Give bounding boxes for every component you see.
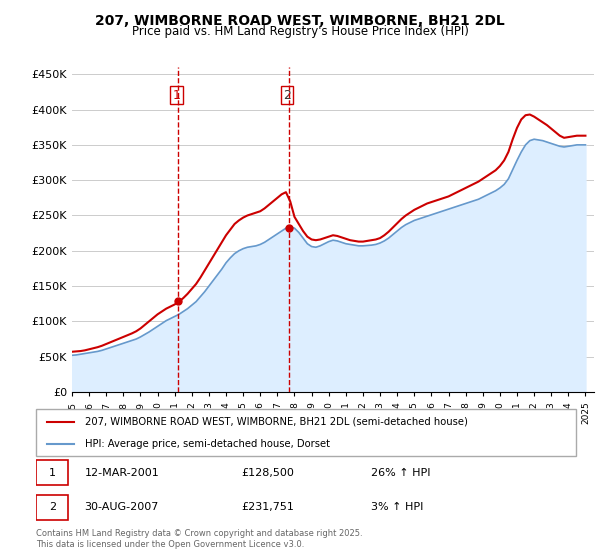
Text: £231,751: £231,751 [241, 502, 294, 512]
Text: 30-AUG-2007: 30-AUG-2007 [85, 502, 159, 512]
FancyBboxPatch shape [36, 494, 68, 520]
Text: 1: 1 [49, 468, 56, 478]
Text: Contains HM Land Registry data © Crown copyright and database right 2025.
This d: Contains HM Land Registry data © Crown c… [36, 529, 362, 549]
FancyBboxPatch shape [36, 409, 576, 456]
Text: HPI: Average price, semi-detached house, Dorset: HPI: Average price, semi-detached house,… [85, 438, 329, 449]
Text: 3% ↑ HPI: 3% ↑ HPI [371, 502, 423, 512]
FancyBboxPatch shape [36, 460, 68, 486]
Text: 26% ↑ HPI: 26% ↑ HPI [371, 468, 430, 478]
Text: 12-MAR-2001: 12-MAR-2001 [85, 468, 160, 478]
Text: 1: 1 [172, 89, 180, 102]
Text: Price paid vs. HM Land Registry's House Price Index (HPI): Price paid vs. HM Land Registry's House … [131, 25, 469, 38]
Text: 2: 2 [283, 89, 291, 102]
Text: 207, WIMBORNE ROAD WEST, WIMBORNE, BH21 2DL (semi-detached house): 207, WIMBORNE ROAD WEST, WIMBORNE, BH21 … [85, 417, 467, 427]
Text: £128,500: £128,500 [241, 468, 294, 478]
Text: 2: 2 [49, 502, 56, 512]
Text: 207, WIMBORNE ROAD WEST, WIMBORNE, BH21 2DL: 207, WIMBORNE ROAD WEST, WIMBORNE, BH21 … [95, 14, 505, 28]
